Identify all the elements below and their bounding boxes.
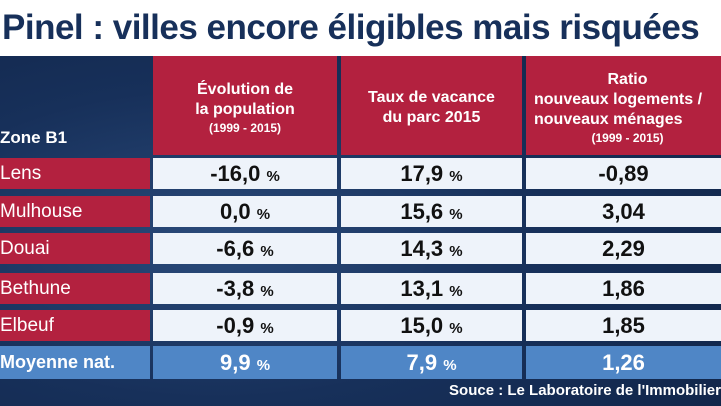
cell-ratio: 3,04 (526, 196, 721, 227)
zone-label: Zone B1 (0, 128, 68, 147)
cell-vacancy: 14,3 % (341, 233, 522, 264)
column-header-years: (1999 - 2015) (591, 130, 664, 145)
column-header-ratio: Ratio nouveaux logements / nouveaux ména… (526, 56, 721, 155)
cell-ratio: 1,85 (526, 310, 721, 341)
cell-population: -6,6 % (153, 233, 337, 264)
cell-ratio: -0,89 (526, 158, 721, 189)
column-header-line: la population (195, 100, 295, 118)
cell-ratio: 2,29 (526, 233, 721, 264)
cell-ratio: 1,86 (526, 273, 721, 304)
row-label-lens: Lens (0, 158, 150, 189)
cell-vacancy: 17,9 % (341, 158, 522, 189)
column-header-vacancy: Taux de vacance du parc 2015 (341, 56, 522, 155)
cell-vacancy: 15,6 % (341, 196, 522, 227)
row-label-mulhouse: Mulhouse (0, 196, 150, 227)
column-header-line: du parc 2015 (382, 108, 481, 126)
average-population: 9,9 % (153, 346, 337, 379)
row-label-douai: Douai (0, 233, 150, 264)
cell-population: -16,0 % (153, 158, 337, 189)
column-header-line: nouveaux ménages (534, 110, 683, 128)
cell-vacancy: 15,0 % (341, 310, 522, 341)
average-label: Moyenne nat. (0, 346, 150, 379)
source-credit: Souce : Le Laboratoire de l'Immobilier (449, 382, 721, 399)
cell-population: 0,0 % (153, 196, 337, 227)
column-header-line: Ratio (607, 70, 648, 88)
column-header-line: nouveaux logements / (534, 90, 703, 108)
average-vacancy: 7,9 % (341, 346, 522, 379)
column-header-years: (1999 - 2015) (208, 120, 282, 135)
column-header-population: Évolution de la population (1999 - 2015) (153, 56, 337, 155)
title-bar: Pinel : villes encore éligibles mais ris… (0, 0, 721, 56)
column-header-line: Taux de vacance (368, 88, 495, 106)
cell-population: -3,8 % (153, 273, 337, 304)
page-title: Pinel : villes encore éligibles mais ris… (2, 8, 700, 47)
average-ratio: 1,26 (526, 346, 721, 379)
column-header-line: Évolution de (197, 80, 293, 98)
row-label-elbeuf: Elbeuf (0, 310, 150, 341)
cell-vacancy: 13,1 % (341, 273, 522, 304)
cell-population: -0,9 % (153, 310, 337, 341)
row-label-bethune: Bethune (0, 273, 150, 304)
